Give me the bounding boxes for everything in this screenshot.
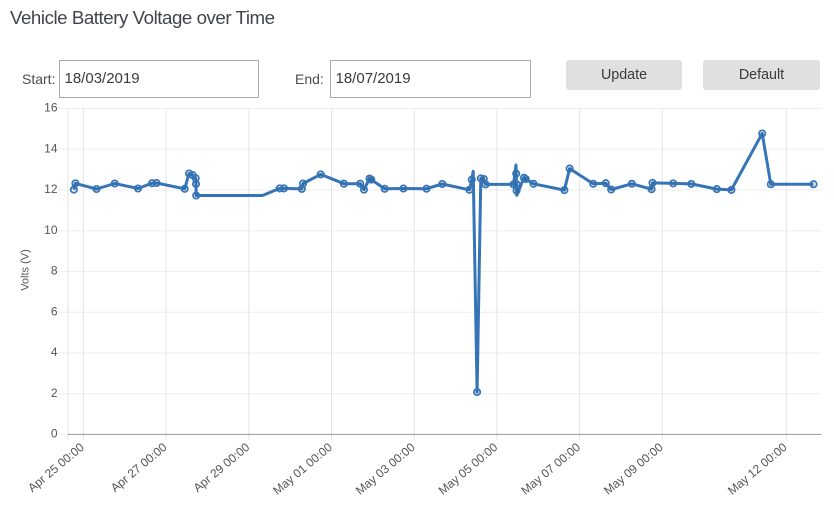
svg-text:6: 6 — [51, 304, 58, 318]
svg-text:2: 2 — [51, 386, 58, 400]
svg-text:Apr 25 00:00: Apr 25 00:00 — [25, 440, 87, 495]
svg-text:12: 12 — [44, 182, 58, 196]
svg-text:Apr 27 00:00: Apr 27 00:00 — [108, 440, 170, 495]
svg-text:May 05 00:00: May 05 00:00 — [436, 440, 501, 498]
svg-text:16: 16 — [44, 100, 58, 114]
svg-text:May 09 00:00: May 09 00:00 — [601, 440, 666, 498]
svg-text:May 12 00:00: May 12 00:00 — [725, 440, 790, 498]
svg-text:Volts (V): Volts (V) — [20, 249, 32, 291]
svg-text:Apr 29 00:00: Apr 29 00:00 — [191, 440, 253, 495]
svg-text:4: 4 — [51, 345, 58, 359]
svg-text:May 01 00:00: May 01 00:00 — [270, 440, 335, 498]
svg-text:May 07 00:00: May 07 00:00 — [518, 440, 583, 498]
svg-text:14: 14 — [44, 141, 58, 155]
svg-text:May 03 00:00: May 03 00:00 — [353, 440, 418, 498]
svg-text:0: 0 — [51, 427, 58, 441]
svg-text:8: 8 — [51, 264, 58, 278]
svg-text:10: 10 — [44, 223, 58, 237]
